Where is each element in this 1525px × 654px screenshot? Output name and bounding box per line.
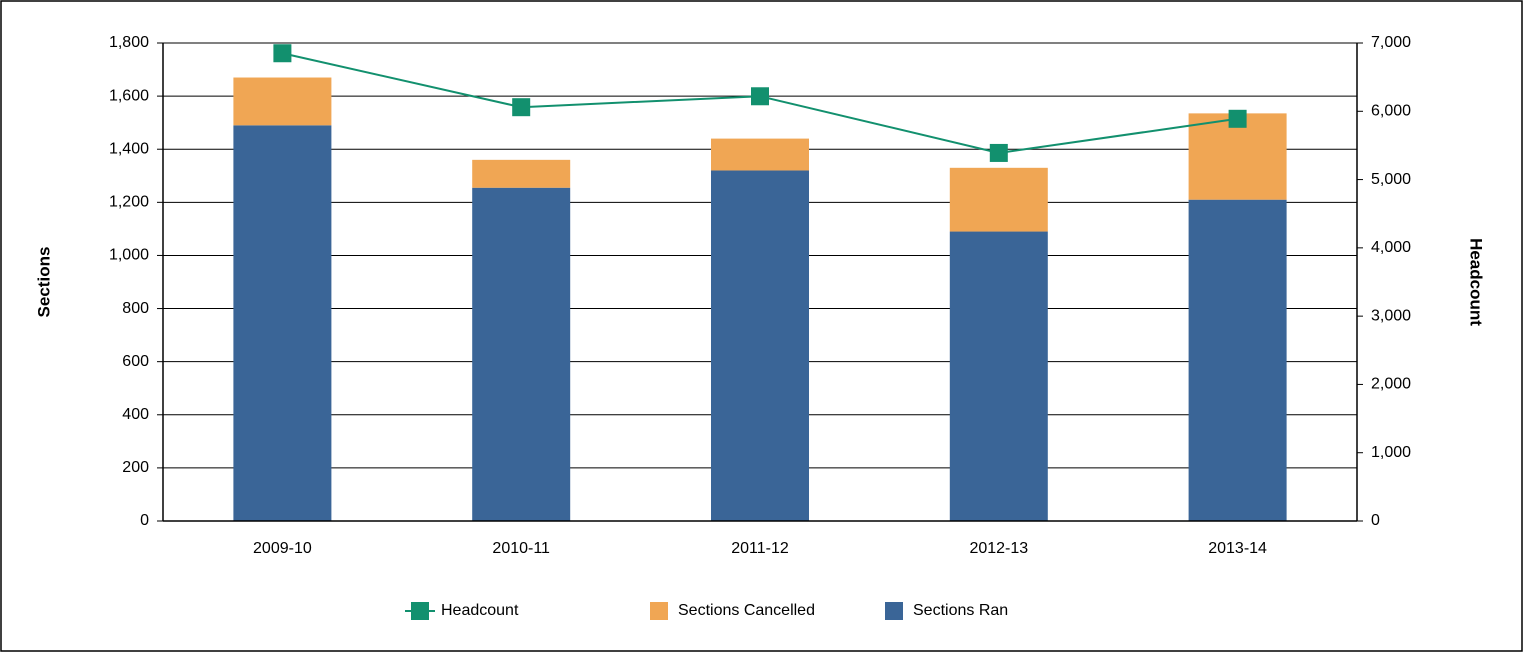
bar (1188, 199, 1287, 521)
y2-tick-label: 7,000 (1371, 34, 1411, 51)
y2-axis-label: Headcount (1467, 238, 1486, 326)
marker (1228, 109, 1247, 128)
y2-tick-label: 4,000 (1371, 239, 1411, 256)
y2-tick-label: 6,000 (1371, 103, 1411, 120)
legend-label: Sections Ran (913, 602, 1008, 619)
legend-label: Sections Cancelled (678, 602, 815, 619)
y-axis-label: Sections (34, 247, 53, 318)
y-tick-label: 200 (122, 459, 149, 476)
legend-marker (411, 602, 429, 620)
y-tick-label: 1,200 (109, 194, 149, 211)
y-tick-label: 1,400 (109, 140, 149, 157)
y-tick-label: 400 (122, 406, 149, 423)
y2-tick-label: 1,000 (1371, 444, 1411, 461)
y-tick-label: 1,600 (109, 87, 149, 104)
bar (949, 231, 1048, 522)
marker (512, 98, 531, 117)
y-tick-label: 600 (122, 353, 149, 370)
y2-tick-label: 5,000 (1371, 171, 1411, 188)
bar (711, 170, 809, 521)
legend-swatch (885, 602, 903, 620)
y-tick-label: 1,800 (109, 34, 149, 51)
bar (472, 159, 571, 188)
legend-swatch (650, 602, 668, 620)
y-tick-label: 1,000 (109, 247, 149, 264)
bar (711, 138, 809, 171)
y2-tick-label: 0 (1371, 512, 1380, 529)
y2-tick-label: 2,000 (1371, 376, 1411, 393)
x-tick-label: 2010-11 (492, 540, 550, 557)
bar (472, 187, 571, 521)
y-tick-label: 0 (140, 512, 149, 529)
bar (233, 125, 332, 522)
x-tick-label: 2012-13 (969, 540, 1028, 557)
y-tick-label: 800 (122, 300, 149, 317)
marker (751, 87, 769, 106)
legend-label: Headcount (441, 602, 519, 619)
x-tick-label: 2013-14 (1208, 540, 1267, 557)
x-tick-label: 2009-10 (253, 540, 312, 557)
marker (989, 143, 1008, 162)
bar (949, 167, 1048, 232)
x-tick-label: 2011-12 (731, 540, 789, 557)
y2-tick-label: 3,000 (1371, 307, 1411, 324)
marker (273, 44, 292, 63)
bar (233, 77, 332, 126)
